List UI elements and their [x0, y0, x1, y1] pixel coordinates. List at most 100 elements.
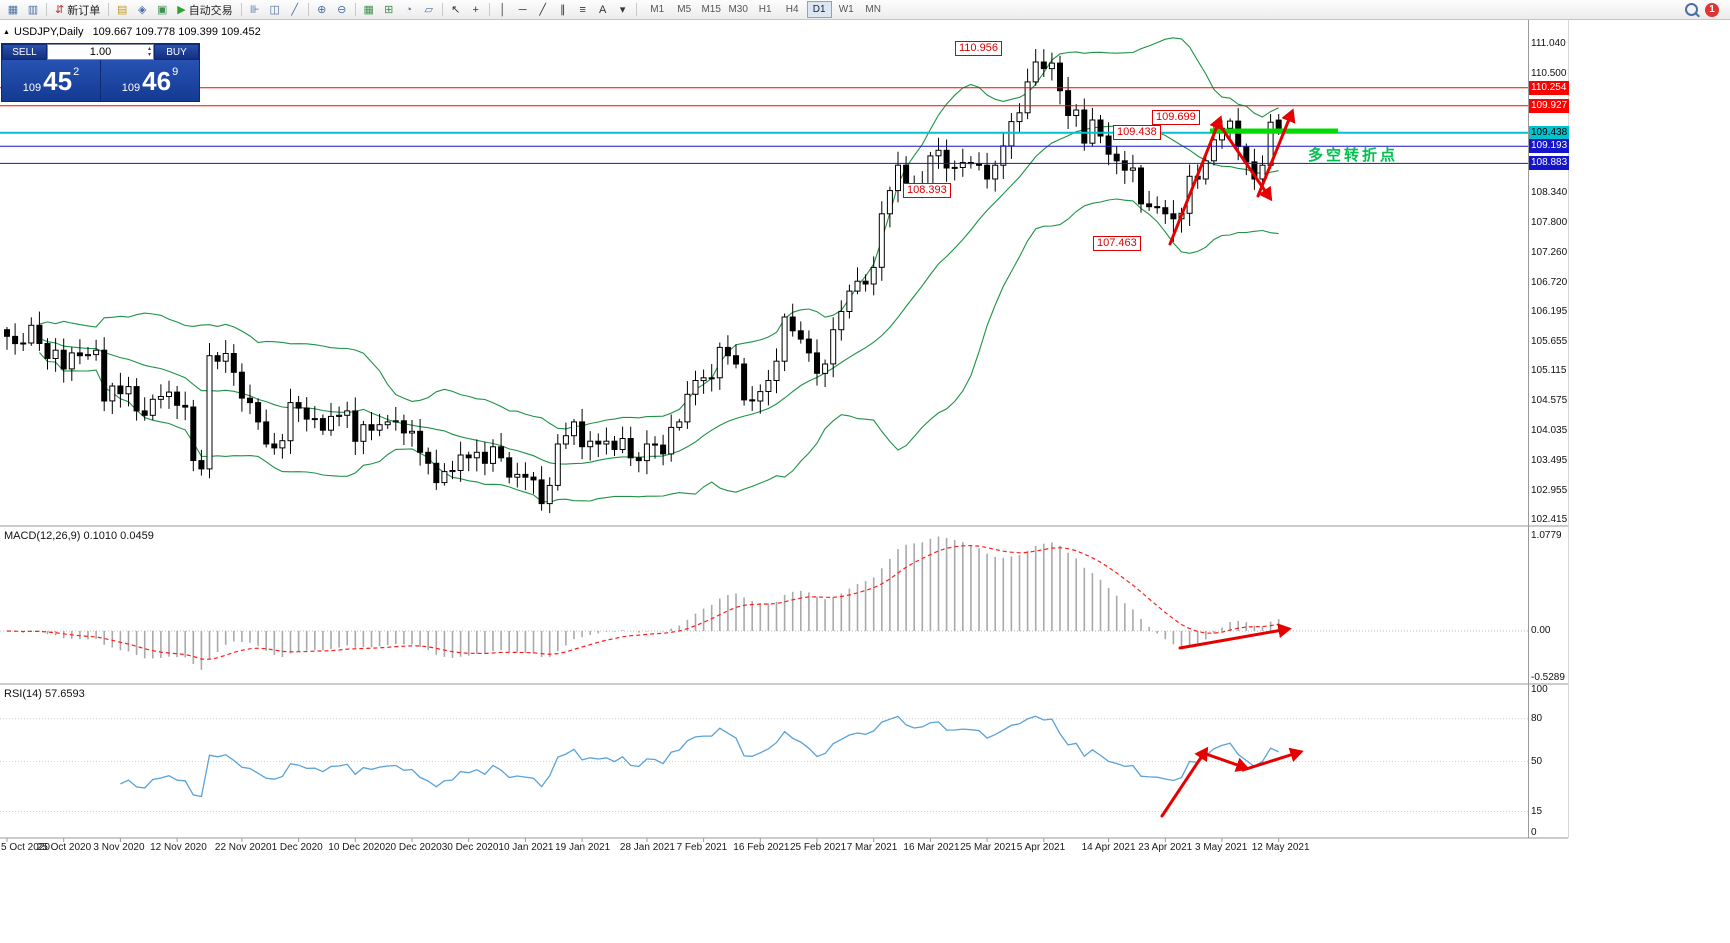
volume-value: 1.00 [89, 46, 112, 58]
line-chart-glyph: ╱ [291, 4, 298, 16]
toolbar-separator [488, 3, 490, 16]
one-click-collapse-icon[interactable]: ▲ [3, 29, 10, 36]
sell-price-pip: 2 [73, 66, 80, 78]
timeframe-toolbar: M1 M5 M15 M30 H1 H4 D1 W1 MN [644, 1, 887, 18]
volume-input[interactable]: 1.00 ▴ ▾ [47, 44, 154, 60]
zoom-out-glyph: ⊖ [337, 4, 347, 16]
templates-icon[interactable]: ▱ [419, 1, 439, 19]
tile-windows-icon[interactable]: ▦ [359, 1, 379, 19]
search-icon[interactable] [1685, 3, 1698, 16]
toolbar-separator [441, 3, 443, 16]
new-order-button[interactable]: ⇵ 新订单 [50, 1, 105, 19]
timeframe-button-m30[interactable]: M30 [728, 4, 748, 15]
line-chart-icon[interactable]: ╱ [285, 1, 305, 19]
auto-trading-label: 自动交易 [188, 4, 233, 17]
zoom-in-icon[interactable]: ⊕ [312, 1, 332, 19]
one-click-trading-panel: SELL 1.00 ▴ ▾ BUY 109 45 2 109 46 9 [1, 43, 200, 102]
notification-badge[interactable]: 1 [1705, 2, 1719, 17]
chart-profiles-glyph: ▥ [27, 4, 39, 16]
one-click-prices: 109 45 2 109 46 9 [2, 60, 199, 101]
market-watch-icon[interactable]: ▤ [112, 1, 132, 19]
periods-icon[interactable]: ◔ [399, 1, 419, 19]
tile-windows-glyph: ▦ [363, 4, 374, 16]
navigator-icon[interactable]: ◈ [132, 1, 152, 19]
buy-price-pip: 9 [172, 66, 179, 78]
chart-ohlc-values: 109.667 109.778 109.399 109.452 [92, 26, 261, 38]
bar-chart-glyph: ⊪ [249, 4, 260, 16]
one-click-top-row: SELL 1.00 ▴ ▾ BUY [2, 44, 199, 60]
horizontal-line-glyph: ─ [518, 3, 527, 16]
indicators-glyph: ⊞ [384, 4, 394, 16]
new-chart-glyph: ▦ [7, 4, 19, 16]
toolbar-separator [635, 3, 637, 16]
auto-trading-glyph: ▶ [177, 4, 186, 16]
horizontal-line-icon[interactable]: ─ [513, 1, 533, 19]
terminal-icon[interactable]: ▣ [152, 1, 172, 19]
zoom-out-icon[interactable]: ⊖ [332, 1, 352, 19]
timeframe-button-h1[interactable]: H1 [758, 4, 772, 15]
trendline-icon[interactable]: ╱ [533, 1, 553, 19]
indicators-icon[interactable]: ⊞ [379, 1, 399, 19]
sell-price[interactable]: 109 45 2 [2, 60, 100, 101]
new-chart-icon[interactable]: ▦ [3, 1, 23, 19]
channel-icon[interactable]: ∥ [553, 1, 573, 19]
chart-profiles-icon[interactable]: ▥ [23, 1, 43, 19]
chart-title: USDJPY,Daily 109.667 109.778 109.399 109… [14, 26, 261, 38]
toolbar-separator [108, 3, 110, 16]
buy-price-prefix: 109 [121, 82, 141, 94]
terminal-glyph: ▣ [157, 4, 168, 16]
new-order-glyph: ⇵ [55, 4, 65, 16]
sell-price-prefix: 109 [22, 82, 42, 94]
buy-price[interactable]: 109 46 9 [100, 60, 199, 101]
templates-glyph: ▱ [424, 4, 433, 16]
chart-symbol-period: USDJPY,Daily [14, 26, 84, 38]
buy-button[interactable]: BUY [154, 44, 199, 60]
vertical-line-icon[interactable]: │ [493, 1, 513, 19]
candlestick-chart-glyph: ◫ [269, 4, 280, 16]
rsi-label: RSI(14) 57.6593 [4, 688, 85, 700]
trendline-glyph: ╱ [539, 4, 546, 16]
spin-down-icon[interactable]: ▾ [147, 52, 151, 58]
spin-up-icon[interactable]: ▴ [147, 46, 151, 52]
buy-price-big: 46 [142, 65, 172, 96]
toolbar-items: ▦ ▥ ⇵ 新订单 ▤ ◈ ▣ ▶ 自动交易 ⊪ ◫ ╱ ⊕ ⊖ ▦ ⊞ ◔ ▱ ↖ + │ ─ ╱ ∥ ≡ A ▾ [3, 1, 640, 19]
text-label-icon[interactable]: A [593, 1, 613, 19]
new-order-label: 新订单 [67, 4, 101, 17]
navigator-glyph: ◈ [137, 4, 147, 16]
sell-button[interactable]: SELL [2, 44, 47, 60]
zoom-in-glyph: ⊕ [317, 4, 327, 16]
main-toolbar: ▦ ▥ ⇵ 新订单 ▤ ◈ ▣ ▶ 自动交易 ⊪ ◫ ╱ ⊕ ⊖ ▦ ⊞ ◔ ▱ ↖ + │ ─ ╱ ∥ ≡ A ▾ M1 M5 M15… [0, 0, 1730, 20]
fibonacci-glyph: ≡ [579, 3, 586, 16]
sell-price-big: 45 [43, 65, 73, 96]
arrow-tools-icon[interactable]: ▾ [613, 1, 633, 19]
timeframe-button-w1[interactable]: W1 [838, 4, 854, 15]
candlestick-chart-icon[interactable]: ◫ [265, 1, 285, 19]
crosshair-glyph: + [472, 3, 479, 16]
fibonacci-icon[interactable]: ≡ [573, 1, 593, 19]
bar-chart-icon[interactable]: ⊪ [245, 1, 265, 19]
vertical-line-glyph: │ [499, 3, 507, 16]
channel-glyph: ∥ [559, 4, 566, 16]
toolbar-separator [240, 3, 242, 16]
timeframe-button-m5[interactable]: M5 [677, 4, 692, 15]
timeframe-button-h4[interactable]: H4 [785, 4, 799, 15]
timeframe-button-m15[interactable]: M15 [701, 4, 721, 15]
cursor-icon[interactable]: ↖ [446, 1, 466, 19]
toolbar-separator [46, 3, 47, 16]
macd-label: MACD(12,26,9) 0.1010 0.0459 [4, 530, 154, 542]
toolbar-separator [307, 3, 309, 16]
periods-glyph: ◔ [405, 3, 413, 16]
crosshair-icon[interactable]: + [466, 1, 486, 19]
timeframe-button-d1[interactable]: D1 [806, 1, 832, 18]
toolbar-separator [354, 3, 356, 16]
cursor-glyph: ↖ [451, 4, 461, 16]
turning-point-note: 多空转折点 [1308, 147, 1399, 164]
auto-trading-button[interactable]: ▶ 自动交易 [172, 1, 237, 19]
timeframe-button-mn[interactable]: MN [865, 4, 881, 15]
toolbar-right-group: 1 [1685, 2, 1727, 17]
arrow-tools-glyph: ▾ [619, 4, 626, 16]
volume-spinner[interactable]: ▴ ▾ [148, 46, 151, 58]
timeframe-button-m1[interactable]: M1 [650, 4, 665, 15]
market-watch-glyph: ▤ [117, 4, 128, 16]
